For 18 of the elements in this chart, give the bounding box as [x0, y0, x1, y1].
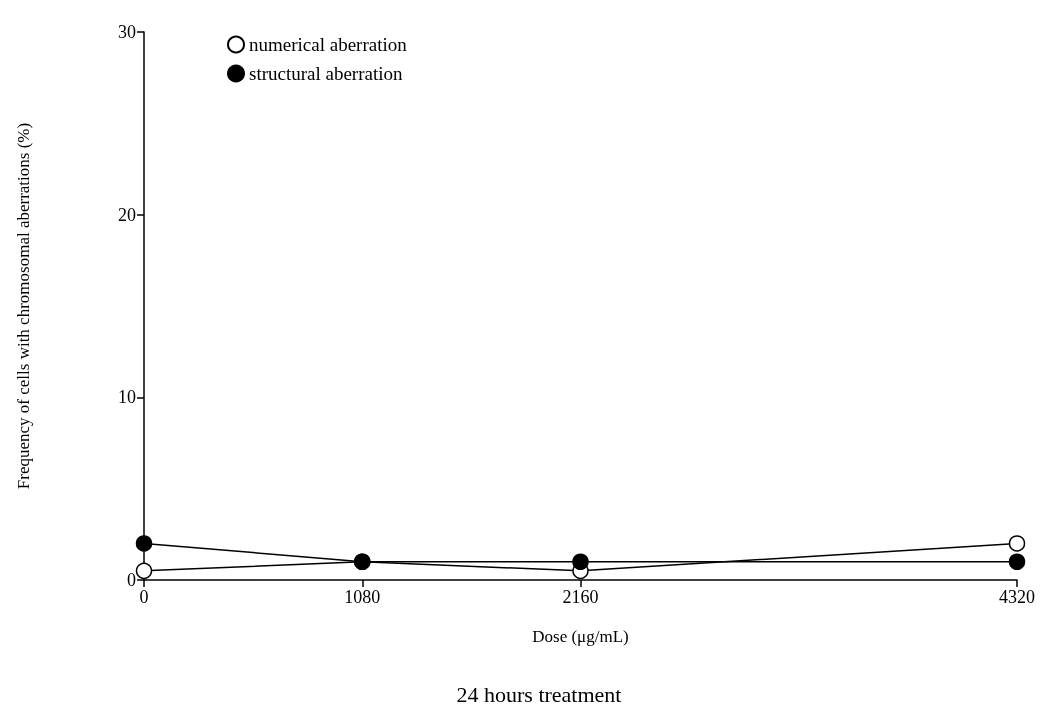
y-tick-label: 10 [118, 387, 136, 408]
point [135, 562, 153, 580]
y-tick-label: 20 [118, 204, 136, 225]
x-tick-label: 0 [139, 587, 149, 607]
point [1008, 553, 1026, 570]
point [572, 553, 589, 570]
legend-label: numerical aberration [249, 34, 408, 55]
y-tick-label: 30 [118, 22, 136, 42]
text: 24 hours treatment [456, 681, 622, 707]
point [135, 535, 153, 552]
point [1008, 535, 1026, 552]
x-axis-title: Dose (μg/mL) [532, 627, 629, 646]
legend-label: structural aberration [249, 63, 404, 84]
x-tick-label: 4320 [999, 587, 1035, 607]
x-tick-label: 2160 [562, 587, 599, 607]
y-tick-label: 0 [127, 570, 136, 590]
x-tick-label: 1080 [344, 587, 381, 607]
y-axis-title: Frequency of cells with chromosomal aberrations (%) [14, 122, 33, 490]
